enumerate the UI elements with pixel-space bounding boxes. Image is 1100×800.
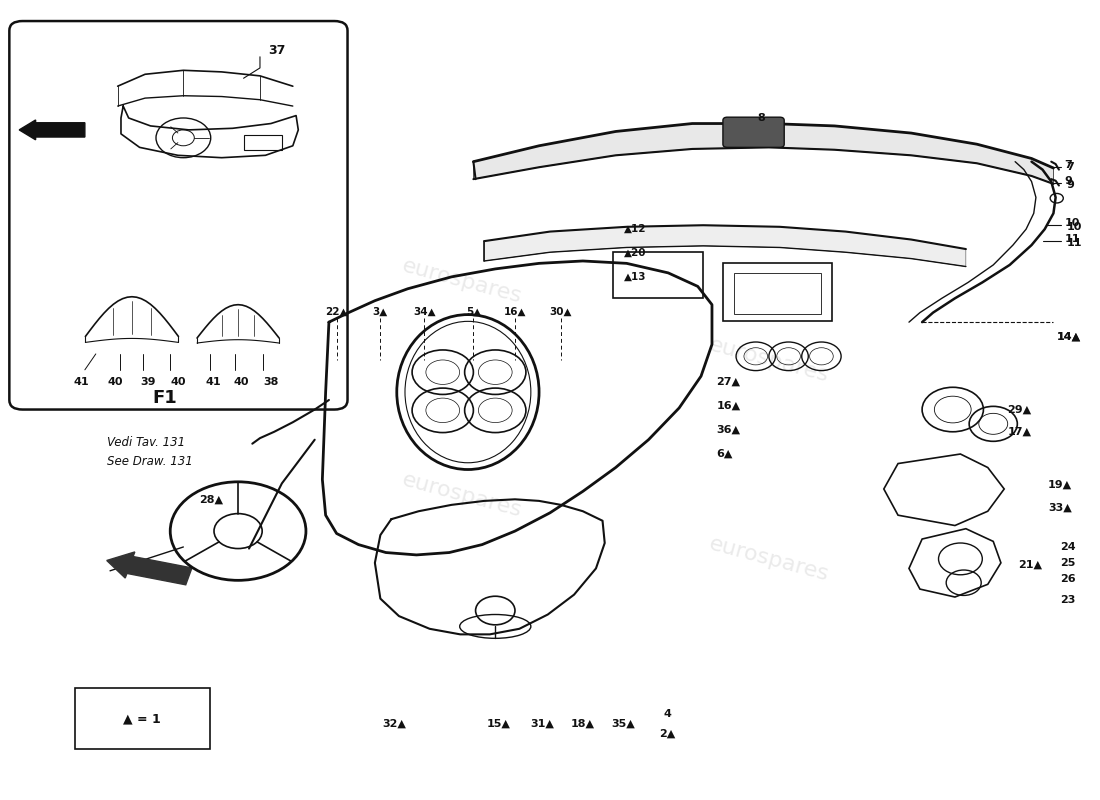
Text: 18▲: 18▲	[571, 719, 595, 729]
Bar	[734, 273, 822, 314]
Text: 29▲: 29▲	[1008, 405, 1032, 414]
Text: 8: 8	[758, 113, 766, 123]
Text: 3▲: 3▲	[373, 306, 388, 317]
Text: 23: 23	[1060, 595, 1076, 605]
Text: 7: 7	[1065, 160, 1072, 170]
Text: ▲12: ▲12	[625, 224, 647, 234]
Text: 24: 24	[1060, 542, 1076, 552]
FancyArrow shape	[107, 552, 191, 585]
Text: 40: 40	[108, 377, 123, 386]
Bar	[723, 263, 833, 321]
Text: 35▲: 35▲	[612, 719, 635, 729]
Text: 40: 40	[233, 377, 249, 386]
Text: F1: F1	[153, 390, 177, 407]
Text: 16▲: 16▲	[716, 401, 740, 410]
Text: 15▲: 15▲	[486, 719, 510, 729]
Text: 14▲: 14▲	[1057, 331, 1081, 342]
Text: 36▲: 36▲	[716, 424, 740, 434]
Text: ▲ = 1: ▲ = 1	[123, 712, 162, 725]
Text: 9: 9	[1065, 176, 1072, 186]
Text: 28▲: 28▲	[199, 494, 222, 504]
Text: 32▲: 32▲	[383, 719, 407, 729]
Text: eurospares: eurospares	[706, 534, 832, 585]
FancyBboxPatch shape	[9, 21, 348, 410]
Text: Vedi Tav. 131
See Draw. 131: Vedi Tav. 131 See Draw. 131	[107, 436, 192, 468]
Text: 33▲: 33▲	[1048, 502, 1071, 512]
Polygon shape	[484, 226, 966, 266]
Text: 10: 10	[1065, 218, 1080, 228]
Text: 6▲: 6▲	[716, 448, 733, 458]
Text: 25: 25	[1060, 558, 1076, 568]
Text: 31▲: 31▲	[530, 719, 554, 729]
Text: 40: 40	[170, 377, 186, 386]
Text: 41: 41	[74, 377, 89, 386]
Text: 4: 4	[663, 709, 671, 719]
Text: 34▲: 34▲	[412, 306, 436, 317]
Bar	[614, 252, 703, 298]
Text: 14▲: 14▲	[1057, 331, 1081, 342]
Text: ▲13: ▲13	[625, 272, 647, 282]
FancyArrow shape	[19, 120, 85, 140]
Text: 7: 7	[1067, 162, 1075, 172]
Text: 11: 11	[1065, 234, 1080, 244]
Text: 11: 11	[1067, 238, 1082, 248]
Text: ▲20: ▲20	[625, 248, 647, 258]
Text: 39: 39	[141, 377, 156, 386]
Text: 41: 41	[205, 377, 221, 386]
Text: 27▲: 27▲	[716, 377, 740, 386]
Text: 10: 10	[1067, 222, 1082, 232]
Text: 5▲: 5▲	[465, 306, 481, 317]
Text: 19▲: 19▲	[1048, 480, 1072, 490]
Text: 38: 38	[263, 377, 278, 386]
Polygon shape	[473, 123, 1054, 184]
Text: 9: 9	[1067, 181, 1075, 190]
FancyBboxPatch shape	[723, 117, 784, 147]
Text: 2▲: 2▲	[659, 729, 675, 738]
Text: 37: 37	[267, 44, 285, 57]
Text: eurospares: eurospares	[400, 470, 525, 521]
Text: 30▲: 30▲	[550, 306, 572, 317]
Text: 26: 26	[1060, 574, 1076, 584]
Text: 21▲: 21▲	[1019, 559, 1043, 570]
Text: 16▲: 16▲	[504, 306, 526, 317]
Bar	[243, 135, 282, 150]
Text: eurospares: eurospares	[400, 255, 525, 306]
Text: eurospares: eurospares	[706, 334, 832, 386]
FancyBboxPatch shape	[75, 688, 210, 749]
Text: 17▲: 17▲	[1008, 426, 1032, 437]
Text: 22▲: 22▲	[326, 306, 348, 317]
